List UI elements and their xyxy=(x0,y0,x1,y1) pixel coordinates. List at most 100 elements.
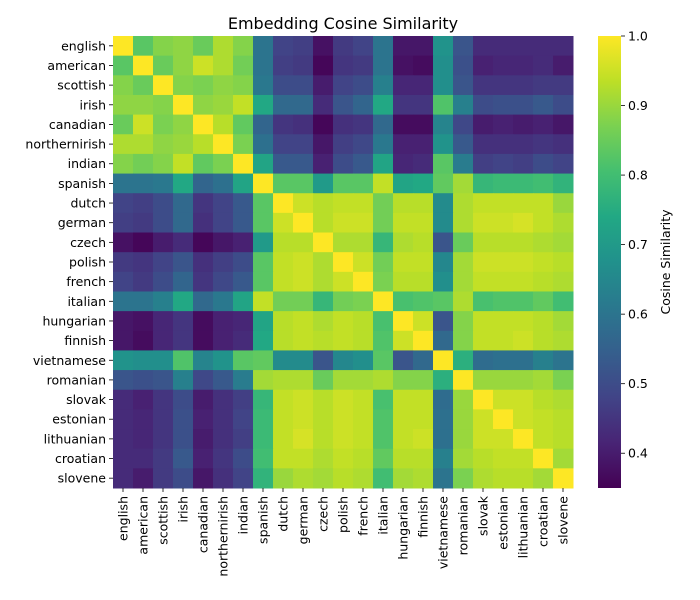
heatmap-cell-vietnamese-indian xyxy=(233,350,254,371)
heatmap-cell-french-italian xyxy=(373,271,394,292)
heatmap-cell-czech-scottish xyxy=(153,232,174,253)
heatmap-cell-american-polish xyxy=(333,55,354,76)
heatmap-cell-slovak-romanian xyxy=(453,389,474,410)
heatmap-cell-lithuanian-scottish xyxy=(153,429,174,450)
heatmap-cell-indian-czech xyxy=(313,153,334,175)
heatmap-cell-lithuanian-dutch xyxy=(273,429,294,450)
heatmap-cell-french-northernirish xyxy=(213,271,234,292)
heatmap-cell-italian-slovak xyxy=(473,291,494,312)
heatmap-cell-spanish-spanish xyxy=(253,173,274,194)
heatmap-cell-canadian-czech xyxy=(313,114,334,135)
heatmap-cell-croatian-french xyxy=(353,448,374,469)
heatmap-cell-romanian-spanish xyxy=(253,370,274,391)
heatmap-cell-english-croatian xyxy=(533,36,554,57)
heatmap-cell-croatian-scottish xyxy=(153,448,174,469)
heatmap-cell-hungarian-irish xyxy=(173,311,194,332)
heatmap-cell-finnish-scottish xyxy=(153,330,174,351)
heatmap-cell-romanian-polish xyxy=(333,370,354,391)
heatmap-cell-estonian-indian xyxy=(233,409,254,430)
heatmap-cell-french-romanian xyxy=(453,271,474,292)
heatmap-cell-spanish-scottish xyxy=(153,173,174,194)
heatmap-cell-canadian-irish xyxy=(173,114,194,135)
heatmap-cell-french-french xyxy=(353,271,374,292)
heatmap-cell-scottish-slovak xyxy=(473,75,494,96)
heatmap-cell-lithuanian-canadian xyxy=(193,429,214,450)
heatmap-cell-czech-lithuanian xyxy=(513,232,534,253)
heatmap-cell-slovak-spanish xyxy=(253,389,274,410)
x-tick-label: canadian xyxy=(196,496,211,553)
heatmap-cell-english-irish xyxy=(173,36,194,57)
heatmap-cell-irish-scottish xyxy=(153,94,174,116)
heatmap-cell-irish-american xyxy=(133,94,154,116)
y-tick-label: indian xyxy=(68,156,106,171)
y-tick-label: estonian xyxy=(52,412,106,427)
heatmap-cell-polish-scottish xyxy=(153,252,174,273)
heatmap-cell-dutch-northernirish xyxy=(213,193,234,214)
colorbar-tick-label: 0.6 xyxy=(628,307,648,322)
heatmap-cell-estonian-lithuanian xyxy=(513,409,534,430)
y-axis: english american scottish irish canadian nort… xyxy=(25,38,113,486)
heatmap-cell-dutch-spanish xyxy=(253,193,274,214)
colorbar-tick-label: 0.5 xyxy=(628,376,648,391)
x-tick-label: polish xyxy=(336,496,351,533)
heatmap-cell-slovene-irish xyxy=(173,468,194,489)
heatmap-cell-italian-croatian xyxy=(533,291,554,312)
heatmap-cell-spanish-english xyxy=(113,173,134,194)
heatmap-cell-irish-polish xyxy=(333,94,354,116)
heatmap-cell-estonian-polish xyxy=(333,409,354,430)
heatmap-cell-indian-german xyxy=(293,153,314,175)
heatmap-cell-american-slovene xyxy=(553,55,574,76)
heatmap-cell-italian-irish xyxy=(173,291,194,312)
y-tick-label: croatian xyxy=(55,451,106,466)
heatmap-cell-english-scottish xyxy=(153,36,174,57)
heatmap-cell-polish-northernirish xyxy=(213,252,234,273)
heatmap-cell-french-dutch xyxy=(273,271,294,292)
heatmap-cell-slovak-canadian xyxy=(193,389,214,410)
heatmap-cell-german-hungarian xyxy=(393,212,414,234)
heatmap-cell-slovene-estonian xyxy=(493,468,514,489)
heatmap-cell-croatian-lithuanian xyxy=(513,448,534,469)
heatmap-cell-slovak-italian xyxy=(373,389,394,410)
y-tick-label: finnish xyxy=(64,333,106,348)
heatmap-cell-dutch-slovene xyxy=(553,193,574,214)
heatmap-cell-polish-indian xyxy=(233,252,254,273)
heatmap-cell-spanish-northernirish xyxy=(213,173,234,194)
heatmap-cell-american-italian xyxy=(373,55,394,76)
heatmap-cell-scottish-american xyxy=(133,75,154,96)
heatmap-cell-american-dutch xyxy=(273,55,294,76)
heatmap-cell-english-german xyxy=(293,36,314,57)
heatmap-cell-english-polish xyxy=(333,36,354,57)
colorbar-tick-label: 0.7 xyxy=(628,237,648,252)
heatmap-cell-estonian-czech xyxy=(313,409,334,430)
heatmap-cell-slovene-finnish xyxy=(413,468,434,489)
heatmap-cell-italian-northernirish xyxy=(213,291,234,312)
heatmap-cell-romanian-slovene xyxy=(553,370,574,391)
heatmap-cell-czech-american xyxy=(133,232,154,253)
heatmap-cell-canadian-american xyxy=(133,114,154,135)
heatmap-cell-scottish-vietnamese xyxy=(433,75,454,96)
heatmap-cell-german-italian xyxy=(373,212,394,234)
heatmap-cell-spanish-indian xyxy=(233,173,254,194)
heatmap-cell-american-irish xyxy=(173,55,194,76)
heatmap-cell-american-estonian xyxy=(493,55,514,76)
heatmap-cell-lithuanian-lithuanian xyxy=(513,429,534,450)
heatmap-cell-slovak-slovene xyxy=(553,389,574,410)
heatmap-cell-american-german xyxy=(293,55,314,76)
heatmap-cell-polish-dutch xyxy=(273,252,294,273)
heatmap-cell-vietnamese-croatian xyxy=(533,350,554,371)
heatmap-cell-german-spanish xyxy=(253,212,274,234)
heatmap-cell-dutch-polish xyxy=(333,193,354,214)
heatmap-cell-lithuanian-finnish xyxy=(413,429,434,450)
heatmap-cell-romanian-slovak xyxy=(473,370,494,391)
heatmap-cell-croatian-hungarian xyxy=(393,448,414,469)
heatmap-cell-american-french xyxy=(353,55,374,76)
heatmap-cell-canadian-polish xyxy=(333,114,354,135)
heatmap-cell-czech-spanish xyxy=(253,232,274,253)
heatmap-cell-hungarian-canadian xyxy=(193,311,214,332)
heatmap-cell-spanish-lithuanian xyxy=(513,173,534,194)
colorbar-tick-label: 1.0 xyxy=(628,29,648,44)
heatmap-cell-indian-hungarian xyxy=(393,153,414,175)
heatmap-cell-french-polish xyxy=(333,271,354,292)
heatmap-cell-german-canadian xyxy=(193,212,214,234)
heatmap-cell-slovak-czech xyxy=(313,389,334,410)
